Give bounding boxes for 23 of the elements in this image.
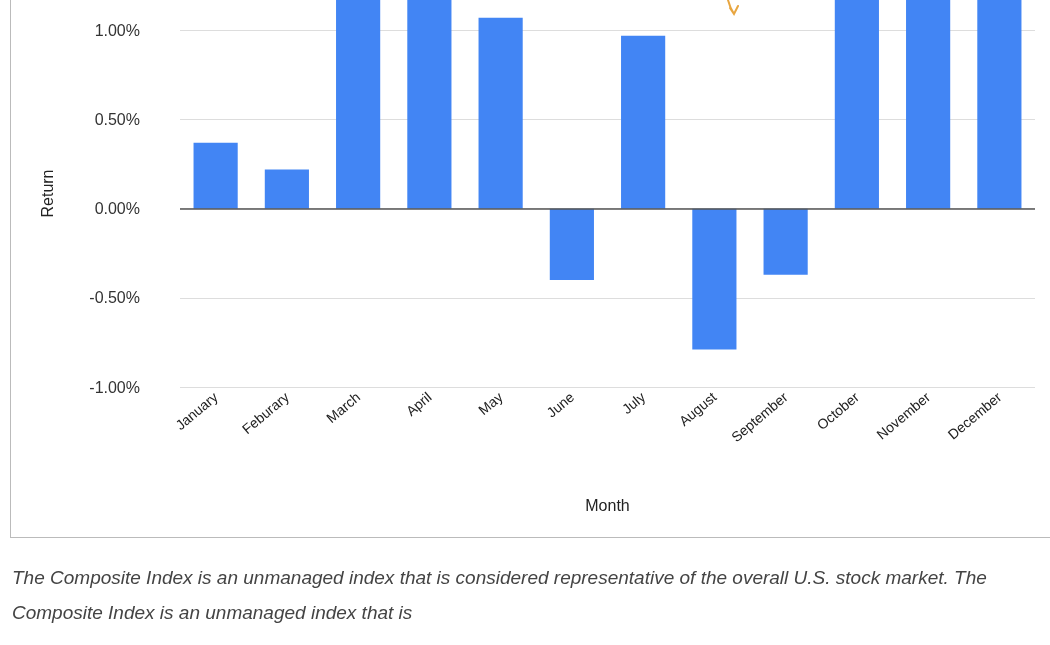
y-tick-label: 0.50%	[94, 110, 140, 128]
text: The Composite Index is an unmanaged index that is considered representative of the overall U.S. stock market. The Composite Index is an unmanaged index that is	[12, 566, 988, 625]
bar	[407, 0, 452, 209]
y-tick-label: 1.00%	[94, 21, 140, 39]
bar	[977, 0, 1022, 209]
bar	[621, 35, 666, 209]
x-axis-title: Month	[585, 496, 630, 514]
bar	[193, 142, 238, 209]
bar	[692, 208, 737, 350]
bar	[906, 0, 951, 209]
y-axis-title: Return	[38, 169, 56, 218]
bar	[478, 17, 523, 209]
x-tick-label: June	[543, 388, 578, 421]
x-tick-label: July	[618, 388, 649, 418]
y-tick-label: 0.00%	[94, 200, 140, 218]
x-tick-label: May	[475, 388, 506, 419]
bar	[336, 0, 381, 209]
bar	[264, 169, 309, 209]
y-tick-label: -0.50%	[89, 289, 140, 307]
bar	[834, 0, 879, 209]
y-tick-label: -1.00%	[89, 378, 140, 396]
bar	[549, 208, 594, 280]
bar	[763, 208, 808, 275]
